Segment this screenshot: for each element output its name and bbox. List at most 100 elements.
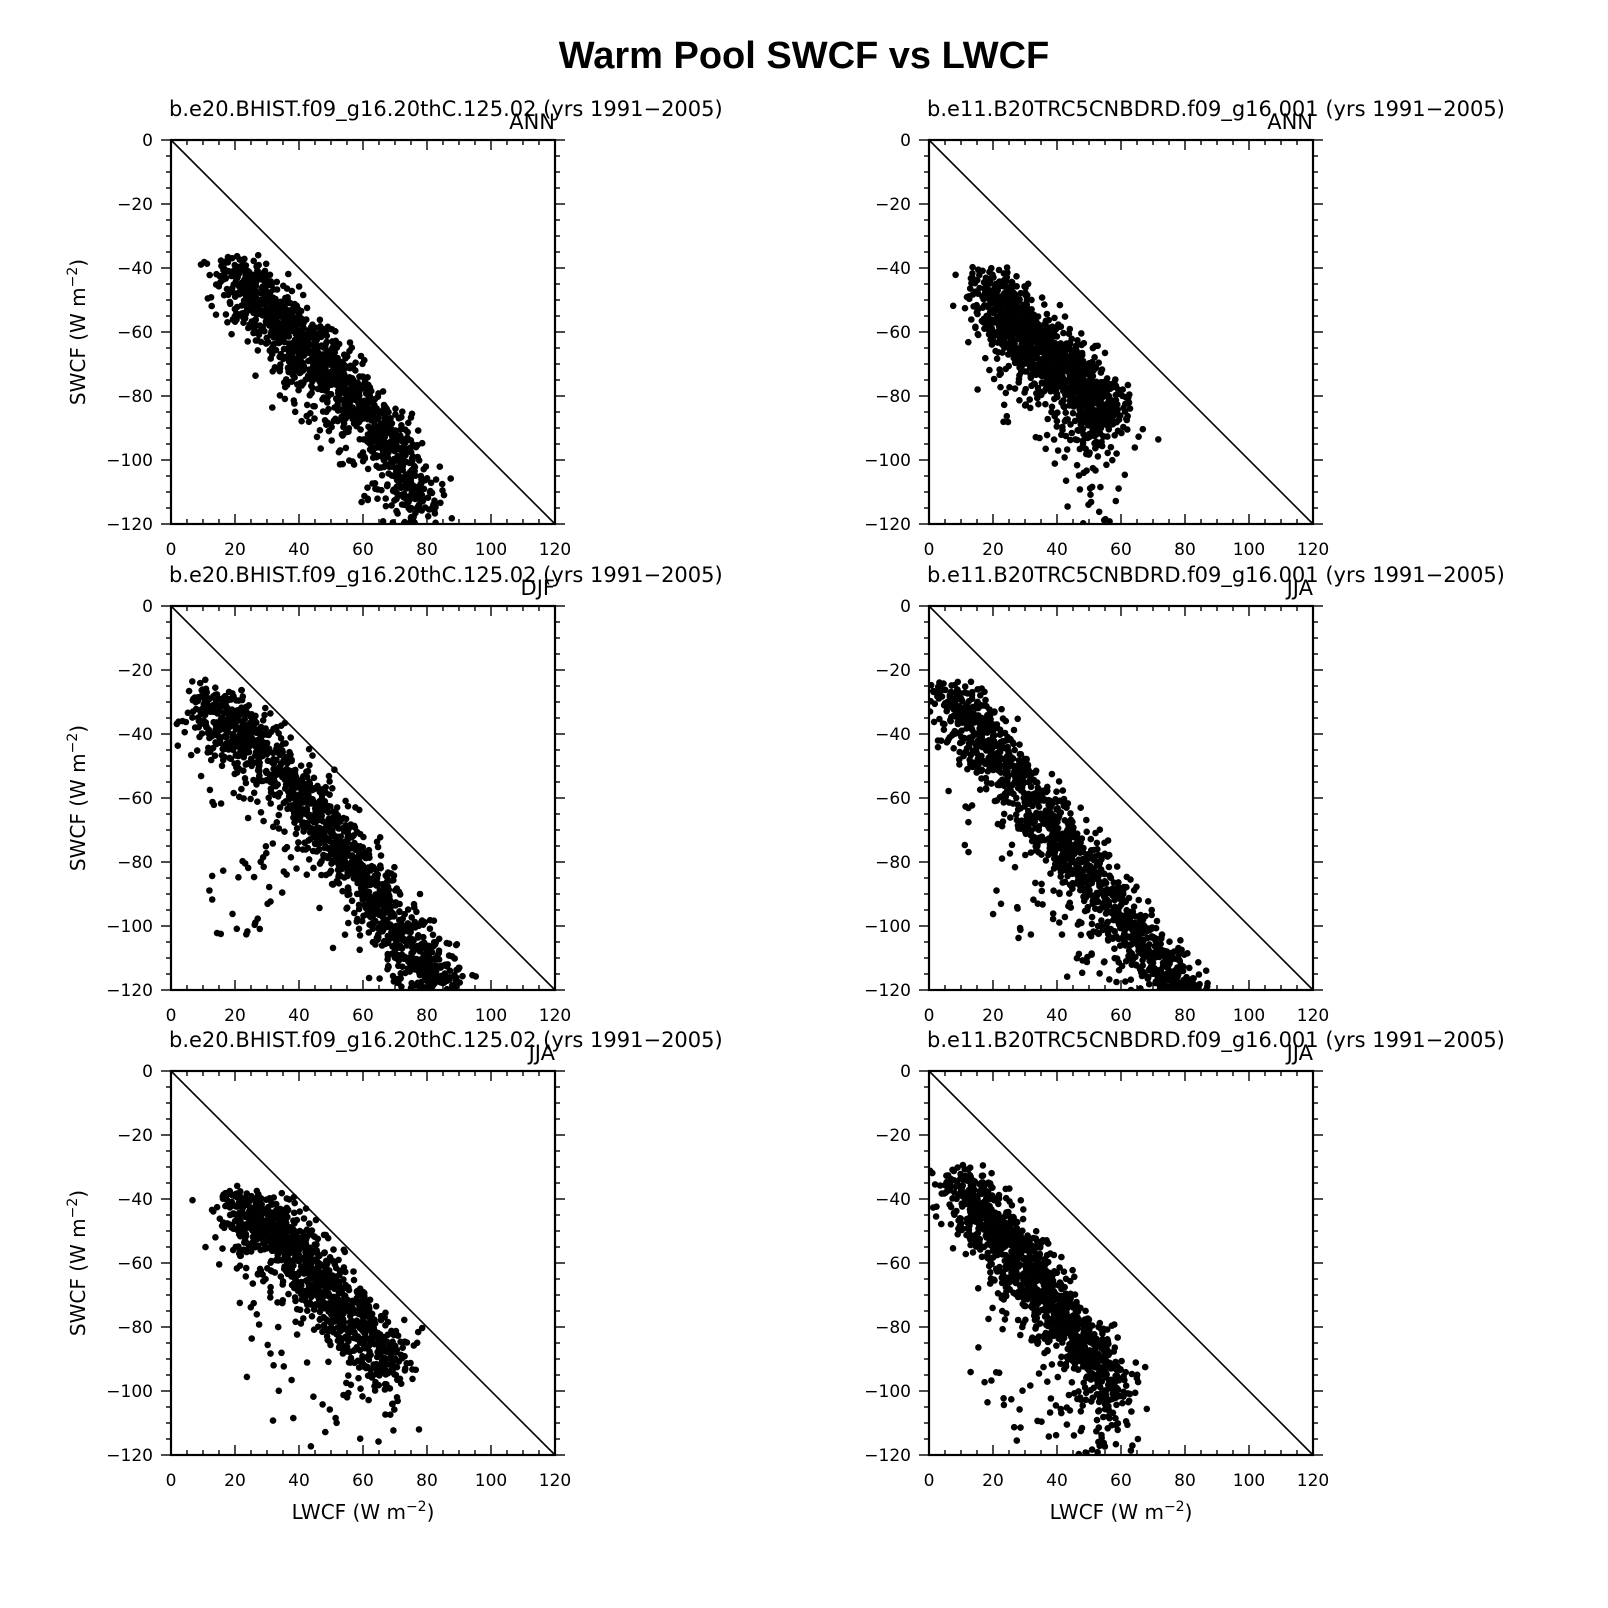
scatter-point <box>314 385 322 393</box>
scatter-point <box>403 482 411 490</box>
scatter-point <box>295 386 302 394</box>
scatter-point <box>388 928 396 936</box>
scatter-point <box>286 795 293 803</box>
scatter-point <box>256 745 263 753</box>
y-tick-label: −120 <box>864 515 911 535</box>
scatter-point <box>342 429 349 436</box>
scatter-point <box>1058 343 1066 350</box>
scatter-point <box>316 846 323 853</box>
scatter-point <box>997 301 1004 309</box>
scatter-point <box>1113 410 1121 418</box>
scatter-point <box>340 420 348 427</box>
scatter-point <box>259 717 267 724</box>
scatter-point <box>382 424 390 431</box>
scatter-point <box>263 769 270 777</box>
scatter-point <box>434 952 441 959</box>
scatter-point <box>364 431 372 438</box>
scatter-point <box>1066 890 1073 897</box>
scatter-point <box>1078 409 1085 417</box>
scatter-point <box>270 316 278 323</box>
scatter-point <box>248 758 256 766</box>
scatter-point <box>991 329 998 336</box>
scatter-point <box>325 836 333 843</box>
scatter-point <box>1074 921 1082 928</box>
scatter-point <box>399 450 406 458</box>
scatter-point <box>445 940 453 947</box>
scatter-point <box>262 298 269 306</box>
scatter-point <box>1072 436 1079 443</box>
scatter-point <box>244 268 251 276</box>
scatter-point <box>355 905 363 913</box>
scatter-point <box>342 815 350 823</box>
scatter-point <box>195 723 202 731</box>
scatter-point <box>1104 449 1111 457</box>
scatter-point <box>299 350 306 358</box>
scatter-point <box>252 741 260 748</box>
scatter-point <box>447 475 455 482</box>
scatter-point <box>1088 432 1096 439</box>
scatter-point <box>275 811 283 819</box>
scatter-point <box>334 354 341 362</box>
scatter-point <box>406 445 414 453</box>
scatter-point <box>401 910 408 918</box>
scatter-point <box>322 364 330 371</box>
scatter-point <box>291 770 299 777</box>
axis-ticks <box>161 605 565 991</box>
scatter-point <box>986 300 994 308</box>
scatter-point <box>452 941 460 949</box>
scatter-point <box>1045 357 1053 365</box>
scatter-point <box>202 692 209 699</box>
scatter-point <box>224 291 232 299</box>
scatter-point <box>209 798 216 806</box>
scatter-point <box>241 775 249 782</box>
scatter-point <box>387 438 395 445</box>
scatter-point <box>299 367 307 374</box>
scatter-point <box>1072 344 1080 351</box>
scatter-point <box>324 323 332 331</box>
scatter-point <box>277 735 285 742</box>
scatter-point <box>377 422 384 430</box>
scatter-point <box>222 311 230 318</box>
scatter-point <box>301 839 309 847</box>
scatter-point <box>1001 294 1009 302</box>
scatter-point <box>1033 390 1040 397</box>
scatter-point <box>1102 401 1109 409</box>
scatter-point <box>1054 447 1062 454</box>
scatter-point <box>424 494 432 502</box>
scatter-point <box>212 311 220 319</box>
scatter-point <box>969 270 976 277</box>
scatter-point <box>437 499 444 507</box>
scatter-point <box>392 902 399 909</box>
scatter-point <box>204 295 212 302</box>
scatter-point <box>225 688 233 696</box>
scatter-point <box>1148 906 1155 914</box>
x-tick-label: 20 <box>982 540 1004 560</box>
scatter-point <box>1076 486 1084 493</box>
scatter-point <box>469 971 476 979</box>
scatter-point <box>993 306 1000 313</box>
scatter-point <box>398 444 406 452</box>
scatter-point <box>1050 436 1058 443</box>
scatter-point <box>312 818 320 825</box>
scatter-point <box>956 761 963 768</box>
scatter-point <box>1049 333 1057 341</box>
scatter-point <box>990 375 998 383</box>
scatter-point <box>411 924 419 931</box>
scatter-point <box>372 941 379 948</box>
scatter-point <box>1115 966 1123 974</box>
scatter-point <box>254 798 261 805</box>
scatter-point <box>202 685 210 693</box>
scatter-point <box>1069 366 1077 374</box>
scatter-point <box>1011 290 1018 298</box>
scatter-point <box>236 288 244 295</box>
scatter-point <box>1076 415 1083 422</box>
scatter-point <box>1000 810 1008 818</box>
scatter-point <box>383 482 391 490</box>
scatter-point <box>1111 954 1118 962</box>
scatter-point <box>406 927 413 934</box>
scatter-point <box>352 367 359 374</box>
scatter-point <box>1035 803 1043 810</box>
scatter-point <box>238 785 245 793</box>
scatter-point <box>982 696 989 704</box>
scatter-point <box>1049 374 1056 381</box>
